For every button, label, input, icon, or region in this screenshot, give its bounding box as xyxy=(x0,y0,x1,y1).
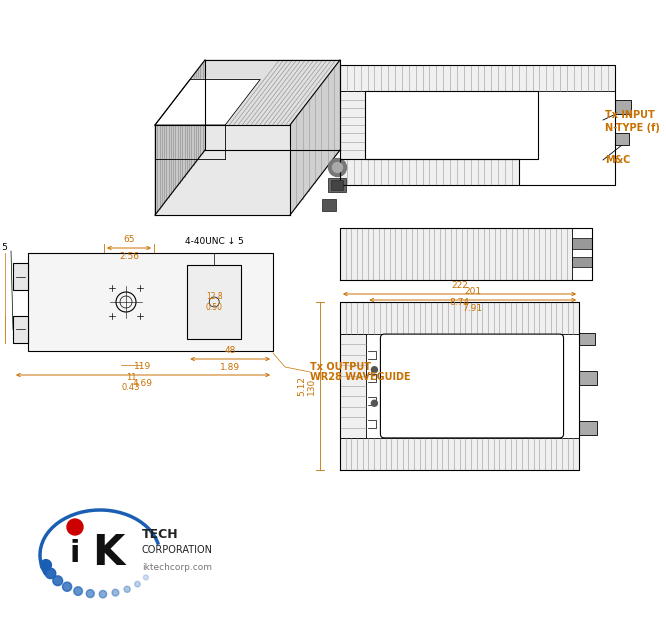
Text: K: K xyxy=(92,532,124,574)
Circle shape xyxy=(372,367,378,372)
Circle shape xyxy=(372,400,378,406)
Bar xyxy=(340,158,519,185)
Bar xyxy=(579,370,597,385)
Polygon shape xyxy=(155,125,290,215)
Circle shape xyxy=(63,582,72,591)
Text: 12.8
0.50: 12.8 0.50 xyxy=(206,292,222,312)
Bar xyxy=(322,199,336,210)
Circle shape xyxy=(328,158,346,176)
Text: 11
0.43: 11 0.43 xyxy=(122,373,141,392)
Bar xyxy=(328,178,346,192)
Bar xyxy=(615,133,629,146)
Circle shape xyxy=(99,590,107,598)
Bar xyxy=(365,92,538,158)
Text: TECH: TECH xyxy=(142,528,178,542)
Circle shape xyxy=(87,590,95,597)
Bar xyxy=(340,228,572,280)
Bar xyxy=(340,438,579,470)
Text: WR28 WAVEGUIDE: WR28 WAVEGUIDE xyxy=(310,372,411,382)
Text: 222: 222 xyxy=(451,281,468,290)
Bar xyxy=(13,316,28,343)
Circle shape xyxy=(135,581,141,587)
Text: CORPORATION: CORPORATION xyxy=(142,545,213,555)
Bar xyxy=(340,65,615,92)
Polygon shape xyxy=(290,60,340,215)
Text: 130: 130 xyxy=(307,378,316,395)
Text: iktechcorp.com: iktechcorp.com xyxy=(142,563,212,572)
Bar xyxy=(572,238,592,249)
Bar xyxy=(340,334,366,438)
Circle shape xyxy=(41,560,51,570)
FancyBboxPatch shape xyxy=(380,334,563,438)
Bar xyxy=(572,257,592,267)
Text: 4-40UNC ↓ 5: 4-40UNC ↓ 5 xyxy=(185,237,244,246)
Circle shape xyxy=(53,576,63,586)
Text: 4.69: 4.69 xyxy=(133,379,153,388)
Text: 119: 119 xyxy=(135,362,152,371)
Circle shape xyxy=(112,589,119,596)
Bar xyxy=(615,100,631,114)
Text: 48: 48 xyxy=(224,346,236,355)
Text: N-TYPE (f): N-TYPE (f) xyxy=(605,123,660,133)
Text: i: i xyxy=(70,538,80,567)
Bar xyxy=(187,265,241,338)
Circle shape xyxy=(67,519,83,535)
Text: 8.74: 8.74 xyxy=(450,298,470,307)
Text: M&C: M&C xyxy=(605,155,631,165)
Text: 201: 201 xyxy=(464,287,482,296)
Text: 7.91: 7.91 xyxy=(463,304,483,313)
Polygon shape xyxy=(155,60,205,215)
Text: Tx INPUT: Tx INPUT xyxy=(605,110,655,120)
Text: 4-40UNC ↓5: 4-40UNC ↓5 xyxy=(0,244,8,253)
Bar xyxy=(13,263,28,290)
Text: Tx OUTPUT: Tx OUTPUT xyxy=(310,362,371,372)
Circle shape xyxy=(332,163,342,172)
Text: 2.56: 2.56 xyxy=(119,252,139,261)
Bar xyxy=(579,333,595,345)
Text: 65: 65 xyxy=(123,235,135,244)
Text: 5.12: 5.12 xyxy=(297,376,306,396)
Polygon shape xyxy=(155,60,340,125)
Text: 1.89: 1.89 xyxy=(220,363,240,372)
Circle shape xyxy=(45,568,56,579)
Bar xyxy=(330,179,342,190)
Polygon shape xyxy=(155,79,260,125)
Bar xyxy=(340,92,365,158)
Circle shape xyxy=(143,575,149,580)
Bar xyxy=(28,253,273,351)
Bar xyxy=(579,421,597,435)
Bar xyxy=(340,302,579,334)
Circle shape xyxy=(124,586,131,592)
Circle shape xyxy=(74,587,83,595)
